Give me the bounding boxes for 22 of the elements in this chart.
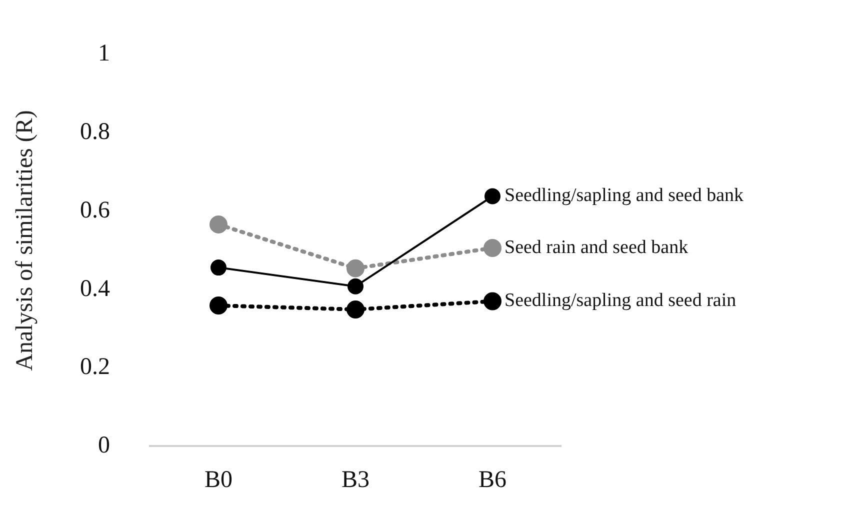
y-tick-label: 0.4 <box>80 276 110 302</box>
y-tick-label: 0.6 <box>80 197 110 224</box>
point <box>348 278 364 294</box>
x-tick-label: B3 <box>341 466 370 493</box>
series-label: Seed rain and seed bank <box>504 236 689 258</box>
point <box>210 296 228 315</box>
y-tick-label: 0.8 <box>80 119 110 146</box>
x-tick-label: B6 <box>478 466 507 493</box>
series-label: Seedling/sapling and seed rain <box>504 290 737 312</box>
y-tick-label: 1 <box>98 40 110 67</box>
point <box>346 259 364 278</box>
point <box>346 300 364 318</box>
point <box>484 238 502 257</box>
y-axis-title: Analysis of similarities (R) <box>12 110 38 370</box>
point <box>484 292 502 310</box>
point <box>484 188 500 204</box>
y-tick-label: 0 <box>98 432 110 458</box>
point <box>210 260 226 276</box>
point <box>210 215 228 234</box>
x-tick-label: B0 <box>204 466 233 493</box>
y-tick-label: 0.2 <box>80 354 110 380</box>
series-label: Seedling/sapling and seed bank <box>504 185 744 206</box>
